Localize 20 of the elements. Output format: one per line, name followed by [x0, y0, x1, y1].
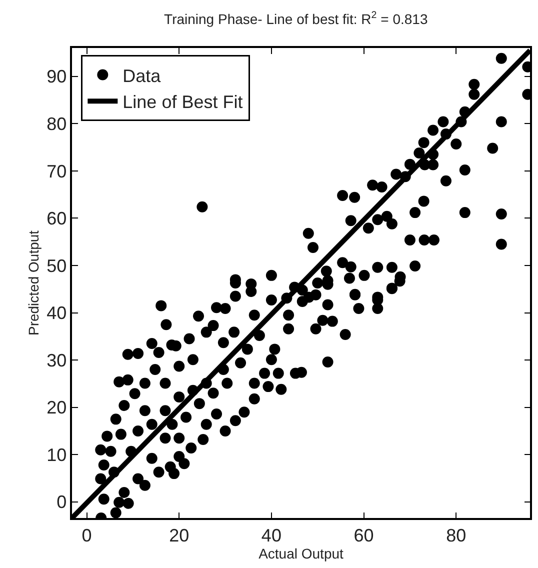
y-tick-label: 50 [46, 256, 67, 276]
y-tick-label: 80 [46, 114, 67, 134]
x-tick-label: 20 [169, 525, 190, 546]
legend-label: Line of Best Fit [122, 92, 243, 112]
y-tick-label: 0 [56, 492, 67, 512]
y-tick-label: 60 [46, 208, 67, 229]
legend-label: Data [122, 66, 162, 86]
chart-title: Training Phase- Line of best fit: R$^{2}$ = 0.813 [164, 10, 428, 27]
y-tick-label: 90 [46, 66, 67, 87]
x-tick-label: 0 [82, 525, 92, 546]
y-tick-label: 40 [46, 303, 67, 324]
y-tick-label: 20 [46, 398, 67, 418]
x-axis-title: Actual Output [258, 545, 344, 562]
y-tick-label: 70 [46, 161, 67, 182]
y-tick-label: 30 [46, 350, 67, 370]
x-tick-label: 60 [354, 525, 374, 546]
x-tick-label: 40 [261, 525, 282, 546]
x-tick-label: 80 [446, 525, 466, 546]
y-axis-title: Predicted Output [26, 230, 42, 336]
y-tick-label: 10 [46, 444, 67, 465]
